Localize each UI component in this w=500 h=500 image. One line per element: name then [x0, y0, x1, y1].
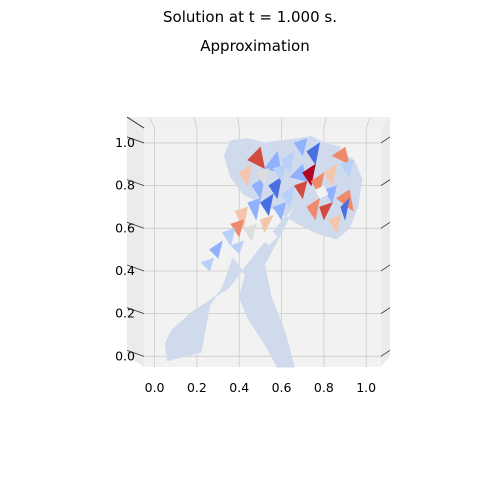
grid-line-x-top	[237, 116, 240, 129]
axis-edge	[126, 116, 145, 129]
surface-patch	[243, 223, 257, 242]
surface-patch	[209, 240, 223, 259]
surface-patch	[281, 151, 295, 174]
domain-surface	[164, 136, 363, 368]
surface-patch	[251, 176, 265, 199]
surface-patch	[222, 228, 236, 246]
surface-patch	[272, 202, 287, 221]
surface-patch	[230, 219, 244, 238]
surface-patch	[281, 185, 295, 208]
surface-patch	[200, 257, 215, 272]
y-tick-label: 0.2	[115, 306, 135, 321]
surface-patch	[260, 215, 274, 233]
tick-mark-y-left	[126, 179, 145, 186]
x-tick-label: 0.2	[187, 380, 207, 395]
y-tick-label: 1.0	[115, 135, 135, 150]
y-tick-label: 0.8	[115, 178, 135, 193]
surface-patch	[293, 138, 308, 156]
pane-right	[381, 117, 390, 367]
surface-patch	[331, 146, 350, 165]
tick-mark-y-left	[126, 221, 145, 229]
grid-line-x-top	[149, 116, 155, 129]
surface-patch	[272, 164, 287, 182]
pane-left	[127, 117, 144, 367]
figure-suptitle: Solution at t = 1.000 s.	[163, 8, 337, 26]
y-tick-label: 0.0	[115, 348, 135, 363]
x-tick-label: 1.0	[356, 380, 376, 395]
grid-line-x-top	[365, 116, 371, 129]
x-tick-label: 0.4	[229, 380, 249, 395]
pane-top	[127, 117, 390, 128]
tick-mark-y-left	[126, 264, 145, 272]
y-tick-label: 0.6	[115, 220, 135, 235]
tick-mark-y-left	[126, 349, 145, 357]
surface-patch	[293, 181, 308, 199]
surface-patch	[234, 206, 248, 229]
x-tick-label: 0.0	[145, 380, 165, 395]
tick-mark-y-left	[126, 136, 145, 144]
surface	[164, 136, 363, 368]
surface-patch	[230, 240, 244, 255]
tick-mark-y-right	[380, 264, 391, 272]
y-tick-label: 0.4	[115, 263, 135, 278]
surface-patch	[260, 193, 274, 216]
surface-patch	[306, 198, 320, 221]
surface-patch	[340, 198, 350, 221]
tick-mark-y-right	[380, 349, 391, 357]
grid-line-x-top	[323, 116, 327, 129]
tick-mark-y-right	[380, 136, 391, 144]
tick-mark-y-right	[380, 221, 391, 229]
domain-hole	[315, 185, 329, 199]
tick-mark-y-right	[380, 307, 391, 314]
x-tick-label: 0.6	[272, 380, 292, 395]
axes-title: Approximation	[200, 37, 309, 55]
surface-patch	[340, 159, 354, 178]
surface-patch	[255, 168, 270, 186]
surface-patch	[247, 146, 265, 169]
surface-patch	[247, 198, 261, 221]
tick-mark-y-left	[126, 307, 145, 315]
tick-mark-y-right	[380, 179, 391, 186]
tick-labels: 0.0 0.2 0.4 0.6 0.8 1.0 0.0 0.2 0.4 0.6 0.8 1.0	[115, 135, 376, 395]
surface-patch	[310, 172, 325, 195]
surface-patch	[268, 176, 282, 199]
surface-patch	[327, 215, 342, 233]
axes-3d: 0.0 0.2 0.4 0.6 0.8 1.0 0.0 0.2 0.4 0.6 0.8 1.0	[115, 116, 391, 395]
x-tick-label: 0.8	[314, 380, 334, 395]
surface-patch	[306, 142, 320, 165]
surface-patch	[323, 164, 337, 186]
surface-patch	[238, 164, 253, 186]
surface-patch	[323, 185, 337, 203]
grid-line-x-top	[193, 116, 198, 129]
surface-patch	[319, 202, 333, 221]
domain-hole	[260, 227, 278, 246]
